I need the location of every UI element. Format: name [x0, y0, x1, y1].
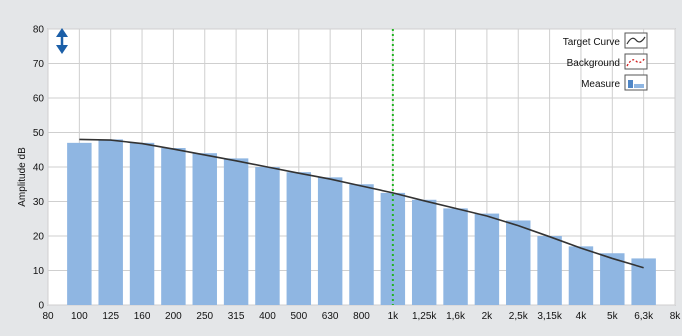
x-tick-label: 3,15k [537, 311, 562, 322]
y-tick-label: 50 [33, 128, 45, 139]
y-axis: 0 10 20 30 40 50 60 70 80 [33, 25, 45, 312]
background-icon [624, 53, 648, 70]
bar[interactable] [474, 213, 500, 305]
bar[interactable] [568, 246, 594, 305]
target-curve-icon [624, 32, 648, 49]
y-tick-label: 60 [33, 94, 45, 105]
bar[interactable] [411, 199, 437, 305]
bar[interactable] [161, 148, 186, 305]
bar[interactable] [129, 142, 155, 305]
x-tick-label: 4k [576, 311, 588, 322]
bar[interactable] [223, 158, 249, 305]
bar[interactable] [631, 258, 656, 305]
target-curve-series [79, 138, 644, 269]
bar[interactable] [67, 142, 92, 305]
x-tick-label: 80 [42, 311, 54, 322]
x-tick-label: 630 [322, 311, 339, 322]
bar[interactable] [506, 220, 531, 305]
x-tick-label: 250 [196, 311, 213, 322]
x-tick-label: 1,6k [446, 311, 466, 322]
legend-label: Measure [581, 79, 620, 90]
x-tick-label: 2k [482, 311, 494, 322]
x-tick-label: 5k [607, 311, 619, 322]
bar[interactable] [537, 236, 562, 305]
vertical-arrows-icon[interactable] [56, 28, 68, 54]
y-tick-label: 20 [33, 232, 45, 243]
bar[interactable] [443, 208, 468, 305]
bar[interactable] [286, 172, 312, 305]
legend-item-measure[interactable]: Measure [581, 74, 648, 91]
bar[interactable] [317, 177, 343, 305]
x-tick-label: 400 [259, 311, 276, 322]
y-tick-label: 70 [33, 59, 45, 70]
x-tick-label: 800 [353, 311, 370, 322]
legend-item-target-curve[interactable]: Target Curve [563, 32, 648, 49]
bar[interactable] [255, 167, 280, 305]
x-tick-label: 200 [165, 311, 182, 322]
y-tick-label: 0 [38, 301, 44, 312]
target-curve-line [79, 138, 644, 269]
bar[interactable] [600, 253, 625, 305]
x-tick-label: 1k [388, 311, 400, 322]
x-tick-label: 6,3k [634, 311, 654, 322]
y-tick-label: 30 [33, 197, 45, 208]
y-tick-label: 10 [33, 266, 45, 277]
x-axis: 80 100 125 160 200 250 315 400 500 630 800 1k 1,25k 1… [42, 311, 681, 322]
x-tick-label: 125 [102, 311, 119, 322]
bar[interactable] [349, 184, 374, 305]
bar[interactable] [98, 139, 123, 305]
x-tick-label: 500 [290, 311, 307, 322]
bar[interactable] [192, 153, 217, 305]
legend: Target Curve Background Measure [563, 32, 648, 91]
x-tick-label: 2,5k [509, 311, 529, 322]
legend-label: Background [567, 58, 620, 69]
bar[interactable] [380, 192, 406, 305]
x-tick-label: 8k [670, 311, 682, 322]
x-tick-label: 315 [228, 311, 245, 322]
y-tick-label: 40 [33, 163, 45, 174]
x-tick-label: 100 [71, 311, 88, 322]
y-axis-title: Amplitude dB [17, 147, 28, 207]
x-tick-label: 160 [134, 311, 151, 322]
legend-label: Target Curve [563, 37, 621, 48]
y-tick-label: 80 [33, 25, 45, 36]
legend-item-background[interactable]: Background [567, 53, 648, 70]
x-tick-label: 1,25k [412, 311, 437, 322]
bars [67, 139, 656, 305]
measure-icon [624, 74, 648, 91]
